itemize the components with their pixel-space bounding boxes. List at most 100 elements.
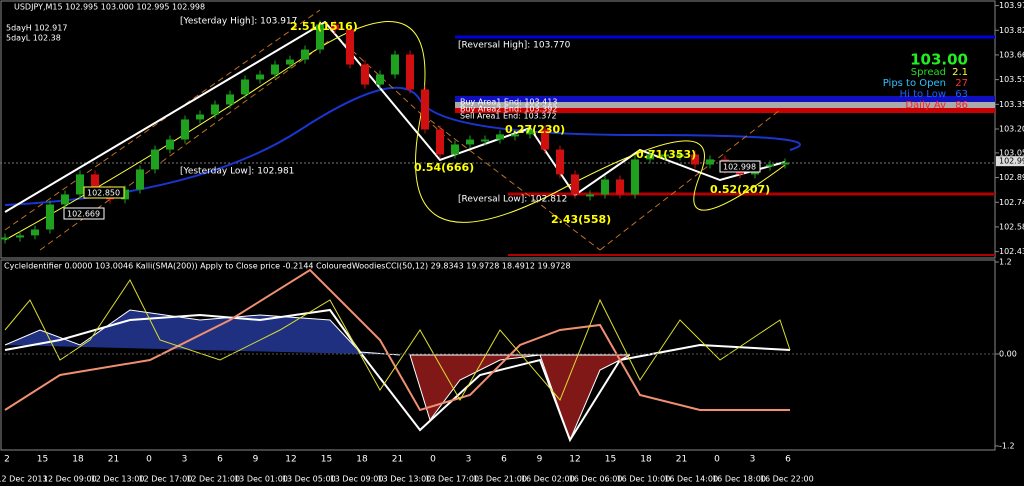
x-tick-label: 6	[785, 455, 791, 465]
x-tick-label: 12	[569, 455, 580, 465]
x-date-label: 13 Dec 17:00	[425, 475, 479, 484]
candle	[286, 59, 294, 65]
x-tick-label: 12	[285, 455, 296, 465]
current-price-box	[996, 156, 1024, 167]
level-label: [Yesterday Low]: 102.981	[180, 167, 294, 177]
moving-average	[4, 86, 801, 206]
x-tick-label: 0	[146, 455, 152, 465]
header: USDJPY,M15 102.995 103.000 102.995 102.9…	[14, 3, 205, 12]
info-price: 103.00	[910, 51, 968, 69]
candle	[181, 119, 189, 140]
candle	[526, 129, 534, 135]
info-label: Hi to Low	[900, 89, 946, 100]
candle	[586, 194, 594, 197]
candle	[631, 159, 639, 195]
candle	[61, 194, 69, 205]
x-date-label: 16 Dec 02:00	[521, 475, 575, 484]
candle	[766, 164, 774, 167]
swing-label: 0.52(207)	[710, 183, 770, 196]
candle	[241, 79, 249, 95]
y-tick-label: 102.740	[999, 198, 1024, 207]
candle	[46, 204, 54, 230]
y-tick-label: 103.050	[999, 148, 1024, 157]
x-tick-label: 0	[714, 455, 720, 465]
candle	[781, 162, 789, 165]
info-label: Daily Av	[905, 100, 946, 111]
y-tick-label: 103.200	[999, 125, 1024, 134]
x-date-label: 13 Dec 09:00	[330, 475, 384, 484]
buy-area	[455, 96, 995, 104]
candle	[301, 49, 309, 60]
x-date-label: 16 Dec 06:00	[569, 475, 623, 484]
x-date-label: 12 Dec 21:00	[186, 475, 240, 484]
channel-lines	[4, 9, 781, 251]
y-tick-label: 1.2	[999, 258, 1012, 267]
candle	[151, 149, 159, 170]
x-tick-label: 9	[253, 455, 259, 465]
swing-label: 0.54(666)	[414, 161, 474, 174]
x-tick-label: 15	[605, 455, 616, 465]
candle	[466, 139, 474, 145]
indicator-frame	[0, 259, 996, 451]
x-date-label: 13 Dec 13:00	[377, 475, 431, 484]
candle	[571, 174, 579, 195]
cci-line	[4, 279, 791, 402]
sell-area	[455, 108, 995, 113]
info-value: 63	[955, 89, 968, 100]
candle	[121, 189, 129, 200]
candle	[166, 139, 174, 150]
level-label: Sell Area1 End: 103.372	[460, 112, 557, 121]
candle	[556, 149, 564, 175]
level-label: Buy Area2 End: 103.392	[460, 105, 557, 114]
y-tick-label: 103.820	[999, 26, 1024, 35]
candle	[196, 114, 204, 120]
y-tick-label: 103.510	[999, 75, 1024, 84]
price-tag	[83, 186, 125, 199]
y-tick-label: -1.2	[999, 442, 1015, 451]
candle	[76, 174, 84, 195]
candle	[1, 237, 9, 240]
five-day-high: 5dayH 102.917	[6, 24, 67, 33]
candle	[16, 235, 24, 238]
candle	[481, 139, 489, 142]
candle	[646, 154, 654, 160]
y-tick-label: 103.355	[999, 100, 1024, 109]
level-label: [Yesterday High]: 103.917	[180, 17, 297, 27]
x-tick-label: 18	[72, 455, 84, 465]
candle	[256, 74, 264, 80]
x-date-label: 16 Dec 22:00	[760, 475, 814, 484]
info-value: 2.1	[952, 67, 968, 78]
info-label: Pips to Open	[883, 78, 946, 89]
x-tick-label: 3	[750, 455, 756, 465]
candle	[91, 174, 99, 190]
candle	[211, 104, 219, 115]
y-tick-label: 102.585	[999, 222, 1024, 231]
x-date-label: 16 Dec 14:00	[664, 475, 718, 484]
info-value: 86	[955, 100, 968, 111]
candle	[601, 179, 609, 195]
x-tick-label: 15	[321, 455, 332, 465]
x-tick-label: 18	[356, 455, 368, 465]
info-value: 27	[955, 78, 968, 89]
candle	[496, 134, 504, 140]
y-tick-label: 0.00	[999, 350, 1017, 359]
x-tick-label: 3	[182, 455, 188, 465]
x-tick-label: 21	[676, 455, 687, 465]
candle	[346, 29, 354, 65]
candle	[271, 64, 279, 75]
candle	[691, 154, 699, 165]
candle	[451, 144, 459, 155]
price-tag-text: 102.998	[723, 163, 756, 172]
y-tick-label: 102.430	[999, 247, 1024, 256]
candle	[376, 74, 384, 85]
info-label: Spread	[911, 67, 946, 78]
candle	[136, 169, 144, 190]
y-tick-label: 103.975	[999, 1, 1024, 10]
candle	[331, 24, 339, 30]
y-tick-label: 103.665	[999, 50, 1024, 59]
current-price: 102.998	[999, 157, 1024, 166]
candle	[616, 179, 624, 195]
candle	[226, 94, 234, 105]
